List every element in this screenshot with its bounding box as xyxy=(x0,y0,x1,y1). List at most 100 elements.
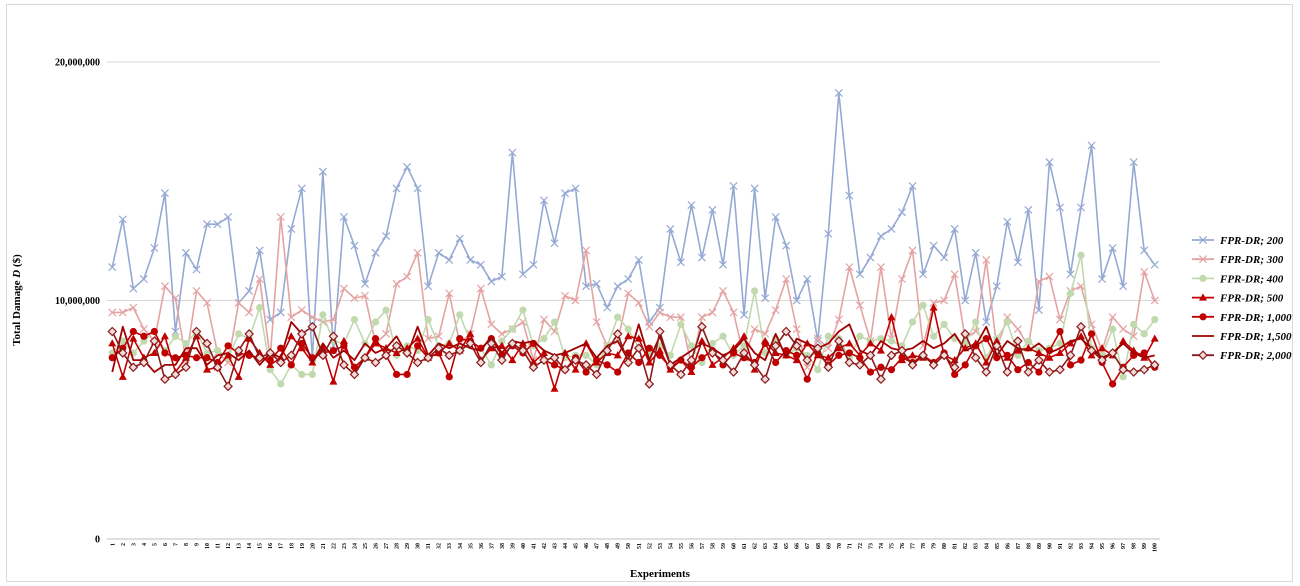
data-point xyxy=(371,248,380,257)
data-point xyxy=(866,339,875,347)
data-point xyxy=(276,213,285,222)
data-point xyxy=(382,329,391,338)
data-point xyxy=(465,338,476,349)
data-point xyxy=(529,260,538,269)
data-point xyxy=(476,284,485,293)
data-point xyxy=(424,282,433,291)
data-point xyxy=(1024,337,1032,345)
data-point xyxy=(1149,360,1160,370)
data-point xyxy=(434,248,443,257)
x-tick-label: 63 xyxy=(763,543,769,549)
data-point xyxy=(1056,339,1064,348)
data-point xyxy=(991,340,1002,351)
data-point xyxy=(181,362,191,373)
data-point xyxy=(698,354,706,362)
data-point xyxy=(908,318,917,326)
data-point xyxy=(949,362,960,373)
data-point xyxy=(1034,355,1044,365)
data-point xyxy=(644,379,655,389)
x-tick-label: 45 xyxy=(574,543,580,549)
x-tick-label: 9 xyxy=(195,543,201,546)
data-point xyxy=(560,364,570,375)
data-point xyxy=(676,369,686,380)
data-point xyxy=(708,205,717,214)
data-point xyxy=(445,339,454,347)
x-tick-label: 93 xyxy=(1079,543,1085,549)
data-point xyxy=(814,366,822,374)
data-point xyxy=(771,213,780,222)
x-tick-label: 2 xyxy=(121,543,127,546)
data-point xyxy=(951,370,959,379)
y-tick-label: 10,000,000 xyxy=(55,296,100,307)
data-point xyxy=(329,315,338,324)
x-tick-label: 79 xyxy=(932,543,938,549)
series-group xyxy=(108,251,1159,388)
x-tick-label: 17 xyxy=(279,543,285,549)
data-point xyxy=(328,331,339,342)
data-point xyxy=(286,350,297,361)
data-point xyxy=(877,335,885,343)
data-point xyxy=(940,296,949,305)
data-point xyxy=(160,282,169,291)
data-point xyxy=(866,368,875,376)
data-point xyxy=(655,346,664,354)
data-point xyxy=(624,289,633,298)
x-tick-label: 47 xyxy=(595,543,601,549)
data-point xyxy=(961,296,970,305)
data-point xyxy=(834,315,843,324)
x-tick-label: 50 xyxy=(626,543,632,549)
data-point xyxy=(845,263,854,272)
data-point xyxy=(793,351,801,359)
data-point xyxy=(571,296,580,305)
x-tick-label: 11 xyxy=(216,543,222,549)
data-point xyxy=(308,370,316,379)
x-tick-label: 68 xyxy=(816,543,822,549)
data-point xyxy=(624,325,632,333)
legend-item: FPR-DR; 200 xyxy=(1192,235,1284,247)
data-point xyxy=(171,294,180,303)
data-point xyxy=(687,342,696,350)
x-tick-label: 19 xyxy=(300,543,306,549)
data-point xyxy=(360,291,370,300)
data-point xyxy=(930,332,938,340)
data-point xyxy=(740,310,749,319)
data-point xyxy=(907,360,918,370)
data-point xyxy=(897,208,907,217)
data-point xyxy=(887,337,896,345)
data-point xyxy=(160,189,169,198)
series-lines xyxy=(107,88,1160,392)
x-tick-label: 80 xyxy=(942,543,948,549)
legend-item: FPR-DR; 1,000 xyxy=(1192,312,1292,324)
x-tick-label: 69 xyxy=(826,543,832,549)
data-point xyxy=(1045,272,1054,281)
data-point xyxy=(1055,315,1064,324)
data-point xyxy=(108,308,117,317)
data-point xyxy=(570,355,581,365)
data-point xyxy=(803,375,811,383)
data-point xyxy=(424,334,433,343)
legend-label: FPR-DR; 200 xyxy=(1219,235,1284,247)
data-point xyxy=(960,329,971,339)
data-point xyxy=(403,370,411,379)
x-tick-label: 49 xyxy=(616,543,622,549)
data-point xyxy=(454,345,465,356)
data-point xyxy=(1150,296,1159,305)
data-point xyxy=(876,232,885,241)
data-point xyxy=(845,349,853,357)
x-axis-title: Experiments xyxy=(630,568,691,580)
data-point xyxy=(181,248,190,257)
data-point xyxy=(549,352,560,363)
data-point xyxy=(140,332,148,340)
x-tick-label: 52 xyxy=(647,543,653,549)
data-point xyxy=(203,365,212,373)
data-point xyxy=(1044,367,1055,377)
data-point xyxy=(1013,325,1022,334)
data-point xyxy=(339,336,348,345)
data-point xyxy=(940,320,948,328)
y-tick-labels: 0 10,000,000 20,000,000 xyxy=(55,58,100,546)
data-point xyxy=(582,351,590,359)
data-point xyxy=(898,354,906,362)
data-point xyxy=(202,338,212,349)
data-point xyxy=(497,341,506,349)
x-tick-label: 35 xyxy=(468,543,474,549)
